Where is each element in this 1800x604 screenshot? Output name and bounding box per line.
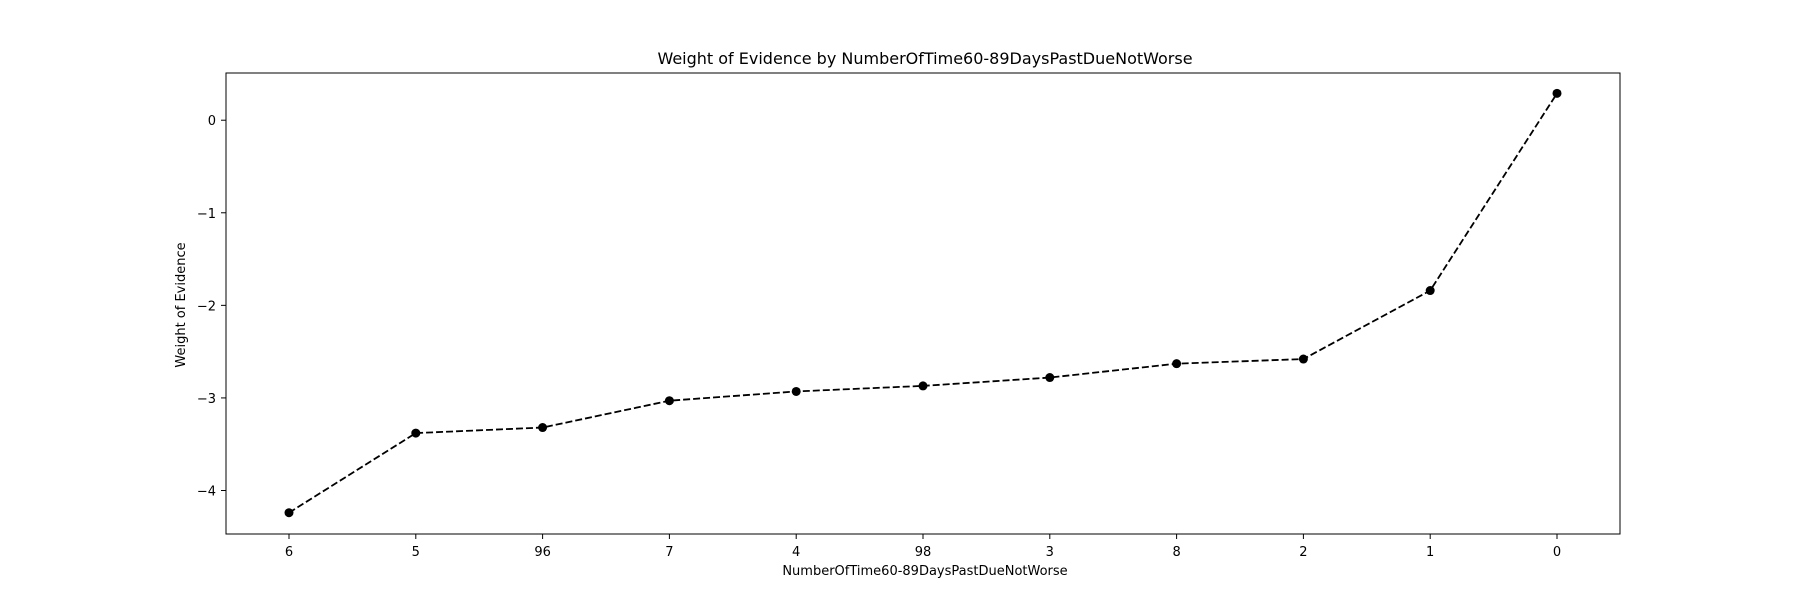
data-point	[1425, 286, 1435, 296]
data-point	[411, 428, 421, 438]
x-tick-label: 6	[285, 545, 293, 560]
plot-frame	[225, 72, 1621, 535]
data-point	[918, 381, 928, 391]
x-tick-label: 3	[1046, 545, 1054, 560]
x-tick-label: 96	[534, 545, 551, 560]
data-point	[538, 423, 548, 433]
data-point	[1552, 88, 1562, 98]
data-point	[1172, 359, 1182, 369]
data-point	[1045, 373, 1055, 383]
y-tick-label: −3	[197, 392, 216, 407]
x-tick-label: 0	[1553, 545, 1561, 560]
data-point	[791, 386, 801, 396]
y-tick-label: −2	[197, 299, 216, 314]
data-point	[664, 396, 674, 406]
data-point	[284, 508, 294, 518]
y-axis-label: Weight of Evidence	[174, 242, 189, 367]
y-tick-label: 0	[208, 114, 216, 129]
series-line	[288, 92, 1558, 514]
x-tick-label: 7	[665, 545, 673, 560]
chart-title: Weight of Evidence by NumberOfTime60-89D…	[657, 49, 1192, 68]
x-tick-label: 4	[792, 545, 800, 560]
data-point	[1298, 354, 1308, 364]
x-tick-label: 98	[915, 545, 932, 560]
x-tick-label: 5	[412, 545, 420, 560]
y-tick-label: −4	[197, 484, 216, 499]
x-tick-label: 2	[1299, 545, 1307, 560]
y-tick-label: −1	[197, 207, 216, 222]
x-axis-label: NumberOfTime60-89DaysPastDueNotWorse	[782, 564, 1067, 579]
x-tick-label: 8	[1172, 545, 1180, 560]
x-tick-label: 1	[1426, 545, 1434, 560]
